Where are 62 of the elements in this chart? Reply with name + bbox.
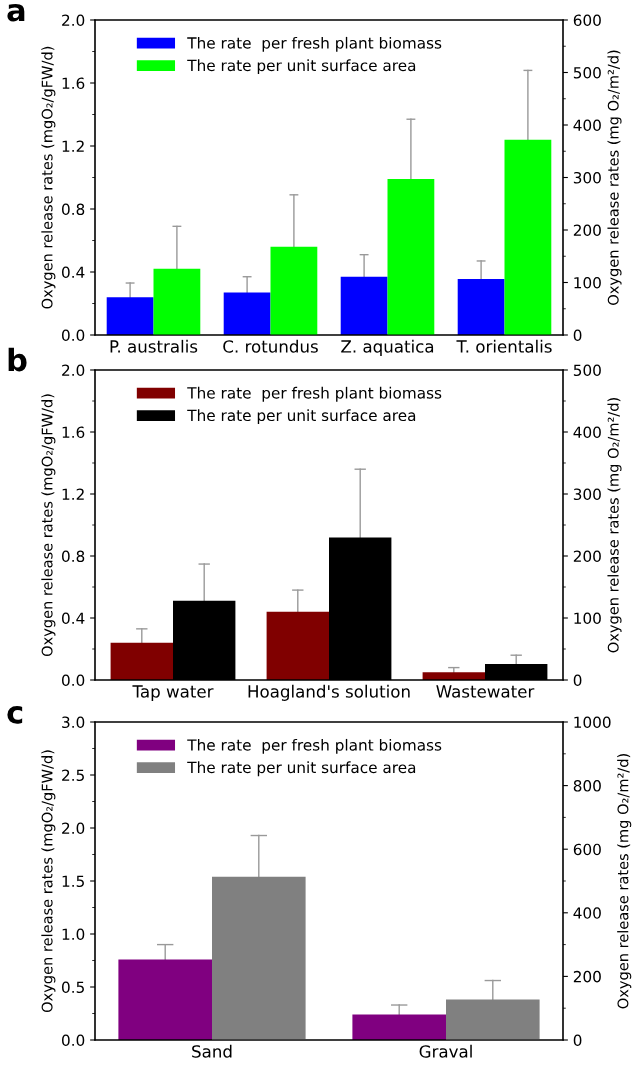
x-tick-label: Graval bbox=[419, 1044, 472, 1058]
y-tick-label: 1.6 bbox=[62, 77, 85, 90]
legend-label: The rate per unit surface area bbox=[187, 761, 416, 777]
y-tick-label: 0.8 bbox=[61, 203, 85, 216]
legend-label: The rate per unit surface area bbox=[187, 59, 416, 75]
y2-tick-label: 400 bbox=[573, 119, 601, 132]
y-axis-title: Oxygen release rates (mgO₂/gFW/d) bbox=[41, 46, 56, 309]
x-tick-label: Tap water bbox=[132, 685, 214, 701]
chart-title: b bbox=[8, 347, 27, 372]
y2-tick-label: 100 bbox=[574, 612, 601, 625]
y2-tick-label: 200 bbox=[573, 550, 601, 563]
y-tick-label: 3.0 bbox=[62, 716, 85, 729]
y2-tick-label: 600 bbox=[573, 843, 601, 856]
y-tick-label: 1.5 bbox=[62, 875, 84, 888]
y2-tick-label: 200 bbox=[573, 970, 601, 983]
legend-label: The rate per fresh plant biomass bbox=[187, 738, 442, 754]
y-tick-label: 1.2 bbox=[62, 140, 84, 152]
y-axis-title: Oxygen release rates (mgO₂/gFW/d) bbox=[41, 394, 56, 657]
y2-axis-title: Oxygen release rates (mg O₂/m²/d) bbox=[607, 50, 622, 305]
chart-title: a bbox=[7, 4, 25, 22]
y-tick-label: 0.0 bbox=[61, 674, 85, 687]
y2-tick-label: 0 bbox=[573, 674, 582, 687]
y2-axis-title: Oxygen release rates (mg O₂/m²/d) bbox=[607, 398, 622, 653]
y2-tick-label: 0 bbox=[573, 329, 582, 342]
y2-tick-label: 300 bbox=[573, 488, 601, 501]
y-tick-label: 0.0 bbox=[61, 329, 85, 342]
y-tick-label: 2.5 bbox=[62, 769, 84, 782]
legend-label: The rate per unit surface area bbox=[187, 409, 416, 425]
x-tick-label: P. australis bbox=[110, 339, 198, 353]
x-tick-label: Sand bbox=[192, 1044, 232, 1058]
y-tick-label: 0.4 bbox=[61, 266, 85, 279]
y2-axis-title: Oxygen release rates (mg O₂/m²/d) bbox=[617, 754, 632, 1009]
y2-tick-label: 500 bbox=[573, 364, 601, 377]
y2-tick-label: 500 bbox=[573, 66, 601, 79]
y2-tick-label: 300 bbox=[573, 171, 601, 184]
x-tick-label: T. orientalis bbox=[456, 339, 552, 353]
y2-tick-label: 0 bbox=[573, 1034, 582, 1047]
y2-tick-label: 100 bbox=[574, 276, 601, 289]
y2-tick-label: 400 bbox=[573, 426, 601, 439]
y-tick-label: 0.5 bbox=[61, 981, 84, 994]
x-tick-label: C. rotundus bbox=[223, 339, 318, 353]
y-tick-label: 2.0 bbox=[62, 14, 85, 27]
y-tick-label: 1.0 bbox=[62, 928, 85, 941]
x-tick-label: Hoagland's solution bbox=[248, 684, 410, 701]
y2-tick-label: 800 bbox=[573, 780, 601, 792]
y-tick-label: 2.0 bbox=[62, 822, 85, 835]
y-tick-label: 1.6 bbox=[62, 426, 85, 439]
x-tick-label: Wastewater bbox=[436, 685, 535, 698]
legend-label: The rate per fresh plant biomass bbox=[187, 386, 442, 402]
y2-tick-label: 200 bbox=[573, 224, 601, 237]
y-tick-label: 0.4 bbox=[61, 612, 85, 625]
legend-label: The rate per fresh plant biomass bbox=[187, 36, 442, 52]
y2-tick-label: 1000 bbox=[574, 716, 611, 729]
y2-tick-label: 400 bbox=[573, 907, 601, 919]
y2-tick-label: 600 bbox=[573, 14, 601, 27]
y-tick-label: 0.8 bbox=[61, 550, 85, 563]
x-tick-label: Z. aquatica bbox=[341, 339, 434, 356]
y-tick-label: 1.2 bbox=[62, 488, 84, 500]
y-tick-label: 2.0 bbox=[62, 364, 85, 377]
y-tick-label: 0.0 bbox=[61, 1034, 85, 1047]
chart-title: c bbox=[7, 706, 23, 724]
y-axis-title: Oxygen release rates (mgO₂/gFW/d) bbox=[41, 750, 56, 1013]
